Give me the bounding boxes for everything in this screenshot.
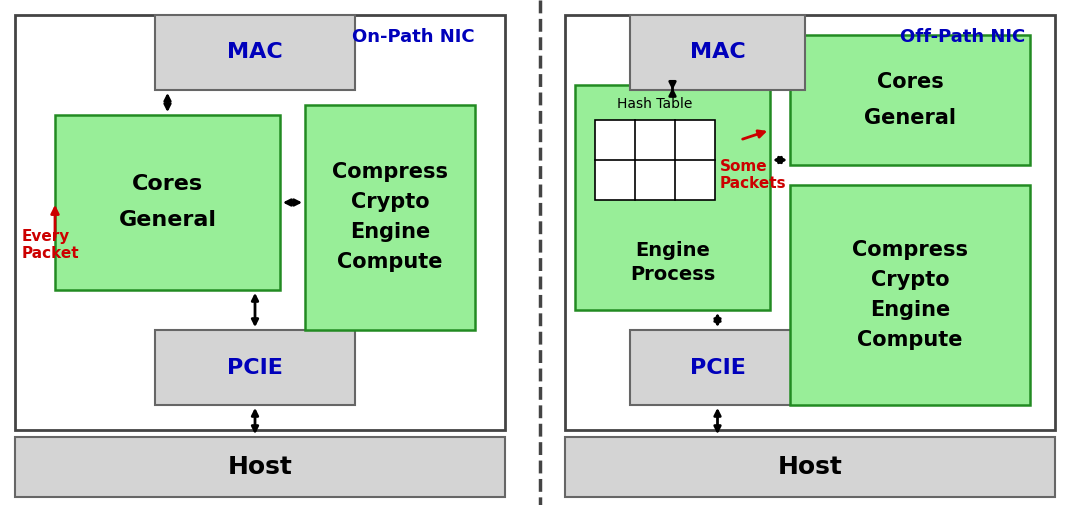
Bar [789,185,1030,405]
Text: MAC: MAC [690,42,745,63]
Text: Off-Path NIC: Off-Path NIC [900,28,1025,46]
Text: Cores: Cores [132,175,203,194]
Bar [575,85,770,310]
Text: Host: Host [228,455,293,479]
Text: PCIE: PCIE [227,358,283,378]
Bar [15,437,505,497]
Bar [156,15,355,90]
Text: Engine: Engine [869,300,950,320]
Bar [55,115,280,290]
Bar [565,15,1055,430]
Text: Cores: Cores [877,72,943,92]
Text: MAC: MAC [227,42,283,63]
Bar [630,330,805,405]
Bar [15,15,505,430]
Bar [565,437,1055,497]
Text: General: General [864,108,956,128]
Text: On-Path NIC: On-Path NIC [352,28,475,46]
Bar [156,330,355,405]
Bar [630,15,805,90]
Bar [595,120,715,200]
Text: Engine: Engine [635,240,710,260]
Text: Crypto: Crypto [870,270,949,290]
Text: Every
Packet: Every Packet [22,229,80,261]
Text: Some
Packets: Some Packets [720,159,786,191]
Bar [305,105,475,330]
Text: Crypto: Crypto [351,192,430,213]
Text: PCIE: PCIE [689,358,745,378]
Text: Compress: Compress [852,240,968,260]
Text: Compute: Compute [337,252,443,273]
Bar [789,35,1030,165]
Text: Process: Process [630,266,715,284]
Text: Compress: Compress [332,163,448,182]
Text: Hash Table: Hash Table [618,97,692,111]
Text: Compute: Compute [858,330,962,350]
Text: Host: Host [778,455,842,479]
Text: General: General [119,211,216,230]
Text: Engine: Engine [350,223,430,242]
